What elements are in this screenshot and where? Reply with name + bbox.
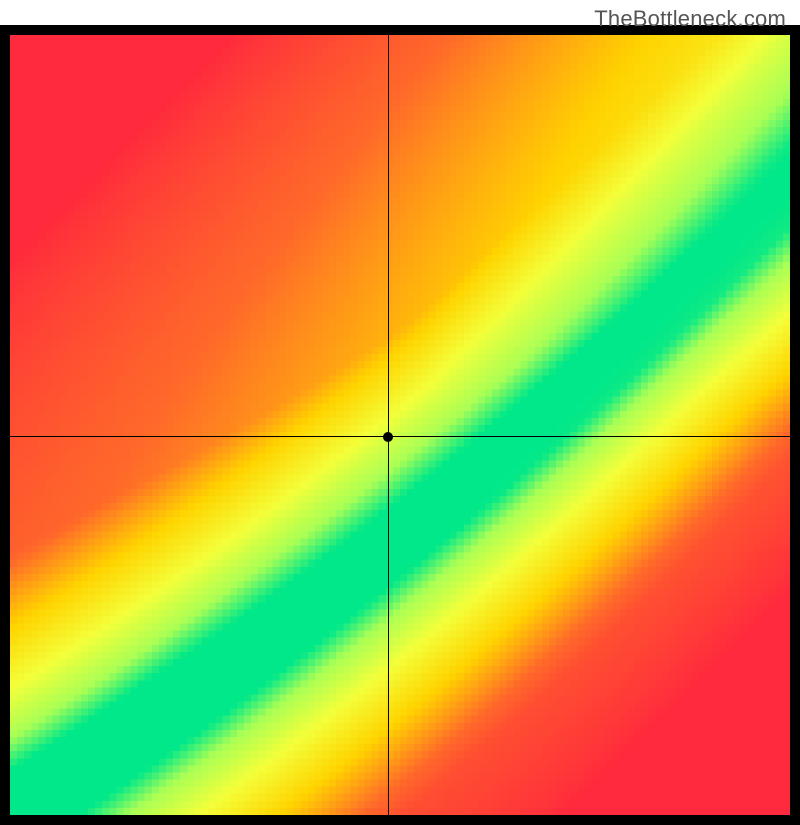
crosshair-vertical: [388, 35, 389, 815]
watermark-text: TheBottleneck.com: [594, 6, 786, 32]
selection-marker: [383, 432, 393, 442]
chart-container: TheBottleneck.com: [0, 0, 800, 800]
bottleneck-heatmap: [10, 35, 790, 815]
crosshair-horizontal: [10, 436, 790, 437]
